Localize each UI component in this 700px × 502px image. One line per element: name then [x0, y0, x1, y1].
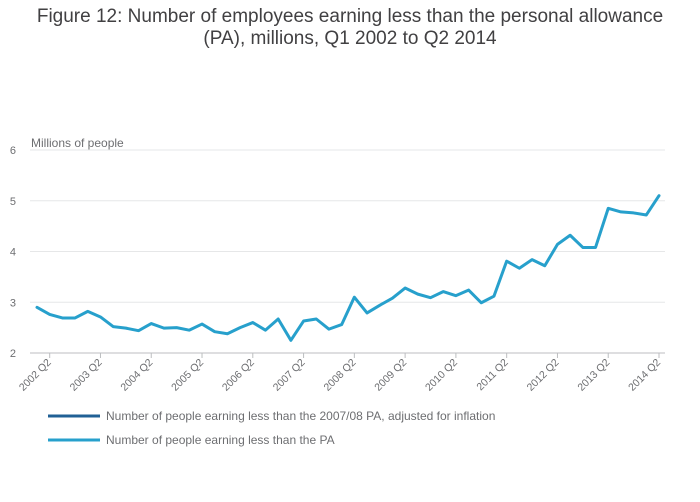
- x-tick-label: 2014 Q2: [626, 357, 663, 394]
- x-tick-label: 2003 Q2: [68, 357, 105, 394]
- x-tick-label: 2010 Q2: [423, 357, 460, 394]
- x-tick-label: 2009 Q2: [372, 357, 409, 394]
- chart-title-line1: Figure 12: Number of employees earning l…: [36, 6, 664, 27]
- x-axis: 2002 Q2 2003 Q2 2004 Q2 2005 Q2 2006 Q2 2007 …: [17, 353, 663, 394]
- y-tick-label: 6: [10, 145, 16, 157]
- legend-label: Number of people earning less than the P…: [106, 433, 335, 447]
- x-tick-label: 2006 Q2: [220, 357, 257, 394]
- gridlines: [30, 149, 665, 354]
- x-tick-label: 2008 Q2: [321, 357, 358, 394]
- x-tick-label: 2013 Q2: [575, 357, 612, 394]
- y-tick-label: 4: [10, 247, 16, 259]
- y-tick-label: 2: [10, 348, 16, 360]
- legend-item: Number of people earning less than the 2…: [48, 409, 495, 423]
- x-tick-label: 2011 Q2: [474, 357, 511, 394]
- legend: Number of people earning less than the 2…: [48, 409, 495, 447]
- series-line-1: [35, 194, 661, 342]
- x-tick-label: 2007 Q2: [271, 357, 308, 394]
- x-tick-label: 2012 Q2: [525, 357, 562, 394]
- y-axis-ticks: 2 3 4 5 6: [10, 145, 16, 360]
- legend-item: Number of people earning less than the P…: [48, 433, 335, 447]
- y-tick-label: 3: [10, 297, 16, 309]
- y-axis-label: Millions of people: [31, 136, 124, 150]
- chart-title-line2: (PA), millions, Q1 2002 to Q2 2014: [203, 28, 497, 49]
- y-tick-label: 5: [10, 196, 16, 208]
- x-tick-label: 2004 Q2: [118, 357, 155, 394]
- series-lines: [35, 194, 661, 342]
- chart-title: Figure 12: Number of employees earning l…: [0, 6, 700, 50]
- x-tick-label: 2005 Q2: [169, 357, 206, 394]
- legend-label: Number of people earning less than the 2…: [106, 409, 495, 423]
- x-tick-label: 2002 Q2: [17, 357, 54, 394]
